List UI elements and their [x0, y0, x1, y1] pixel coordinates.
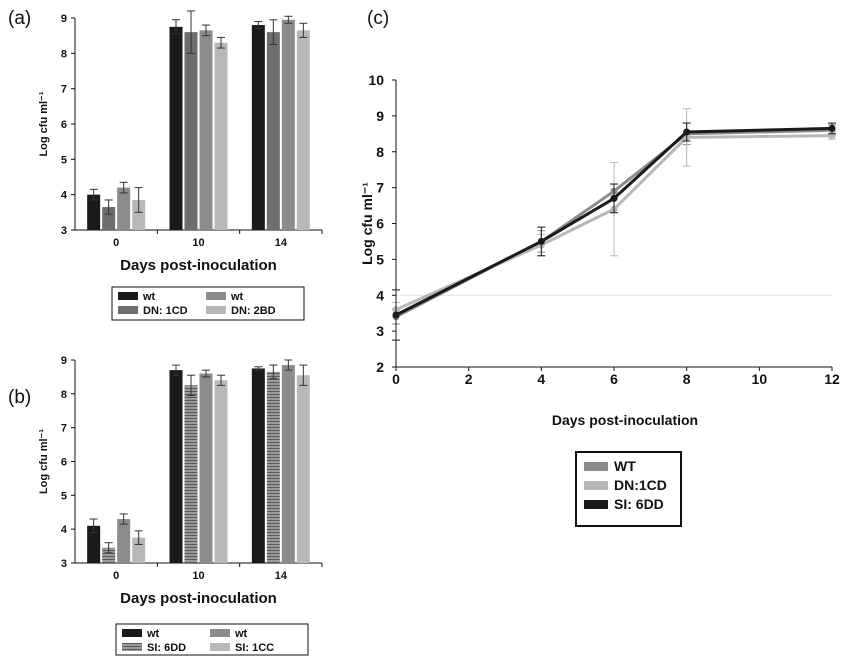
legend-swatch: [122, 643, 142, 651]
bar: [281, 365, 295, 563]
bar: [87, 525, 101, 563]
bar: [281, 19, 295, 231]
legend-swatch: [122, 629, 142, 637]
y-tick-label: 3: [61, 558, 67, 570]
panel-label-a: (a): [8, 8, 31, 29]
bar: [117, 187, 131, 230]
bar: [199, 373, 213, 563]
x-tick-label: 14: [275, 237, 288, 249]
legend-swatch: [210, 643, 230, 651]
legend-label: DN: 2BD: [231, 305, 276, 317]
bar: [251, 25, 265, 230]
bar: [199, 30, 213, 230]
y-tick-label: 10: [368, 72, 384, 88]
data-point: [610, 194, 618, 202]
bar: [214, 42, 228, 230]
y-tick-label: 8: [376, 144, 384, 160]
legend-label: SI: 6DD: [147, 642, 186, 654]
x-axis-label: Days post-inoculation: [120, 257, 277, 274]
legend-label: wt: [234, 628, 248, 640]
x-tick-label: 2: [465, 371, 473, 387]
legend-label: wt: [146, 628, 160, 640]
bar: [169, 26, 183, 231]
y-tick-label: 7: [61, 423, 67, 435]
y-tick-label: 6: [61, 457, 67, 469]
bar: [296, 375, 310, 563]
y-tick-label: 6: [61, 119, 67, 131]
x-axis-label: Days post-inoculation: [120, 590, 277, 607]
y-tick-label: 2: [376, 359, 384, 375]
data-point: [392, 311, 400, 319]
x-tick-label: 0: [392, 371, 400, 387]
bar: [169, 370, 183, 563]
y-tick-label: 4: [61, 524, 68, 536]
legend-label: DN:1CD: [614, 477, 667, 493]
y-tick-label: 8: [61, 389, 67, 401]
x-tick-label: 10: [192, 570, 204, 582]
x-tick-label: 6: [610, 371, 618, 387]
data-point: [537, 237, 545, 245]
panel-label-c: (c): [367, 8, 389, 29]
y-tick-label: 3: [61, 225, 67, 237]
bar: [184, 32, 198, 231]
y-tick-label: 5: [61, 154, 67, 166]
y-tick-label: 4: [61, 190, 68, 202]
y-tick-label: 9: [61, 13, 67, 25]
data-point: [828, 124, 836, 132]
legend-swatch: [206, 306, 226, 314]
legend-label: wt: [230, 291, 244, 303]
legend-label: SI: 1CC: [235, 642, 274, 654]
x-tick-label: 14: [275, 570, 288, 582]
bar: [266, 371, 280, 563]
x-tick-label: 0: [113, 237, 119, 249]
bar: [117, 519, 131, 563]
legend-label: SI: 6DD: [614, 496, 664, 512]
legend-swatch: [210, 629, 230, 637]
y-tick-label: 8: [61, 48, 67, 60]
x-axis-label: Days post-inoculation: [552, 412, 698, 428]
bar: [266, 32, 280, 231]
x-tick-label: 4: [537, 371, 545, 387]
y-tick-label: 5: [376, 251, 384, 267]
bar: [251, 368, 265, 563]
legend-swatch: [584, 481, 608, 490]
bar: [102, 207, 116, 230]
bar: [184, 385, 198, 563]
legend-swatch: [584, 500, 608, 509]
legend-label: WT: [614, 458, 636, 474]
x-tick-label: 12: [824, 371, 840, 387]
y-axis-label: Log cfu ml⁻¹: [359, 182, 375, 265]
y-tick-label: 7: [61, 84, 67, 96]
y-tick-label: 7: [376, 180, 384, 196]
y-tick-label: 6: [376, 216, 384, 232]
x-tick-label: 10: [192, 237, 204, 249]
bar: [102, 547, 116, 563]
legend-swatch: [206, 292, 226, 300]
legend-label: wt: [142, 291, 156, 303]
bar: [132, 199, 146, 230]
y-tick-label: 4: [376, 287, 384, 303]
y-tick-label: 3: [376, 323, 384, 339]
chart-b: 3 4 5 6 7 8 9 0 10 14 Log cfu ml⁻¹ Days post-inocul…: [38, 355, 323, 656]
data-point: [683, 128, 691, 136]
legend-swatch: [118, 292, 138, 300]
x-tick-label: 0: [113, 570, 119, 582]
x-tick-label: 10: [752, 371, 768, 387]
y-axis-label: Log cfu ml⁻¹: [38, 91, 50, 156]
legend-swatch: [584, 462, 608, 471]
x-tick-label: 8: [683, 371, 691, 387]
bar: [296, 30, 310, 230]
chart-a: 3 4 5 6 7 8 9 0 10 14 Log cfu ml⁻¹ Days post-inocul…: [38, 10, 323, 321]
y-axis-label: Log cfu ml⁻¹: [38, 429, 50, 494]
y-tick-label: 9: [376, 108, 384, 124]
legend-swatch: [118, 306, 138, 314]
bar: [87, 194, 101, 230]
y-tick-label: 5: [61, 490, 67, 502]
bar: [214, 380, 228, 563]
y-tick-label: 9: [61, 355, 67, 367]
legend-label: DN: 1CD: [143, 305, 188, 317]
panel-label-b: (b): [8, 387, 31, 408]
